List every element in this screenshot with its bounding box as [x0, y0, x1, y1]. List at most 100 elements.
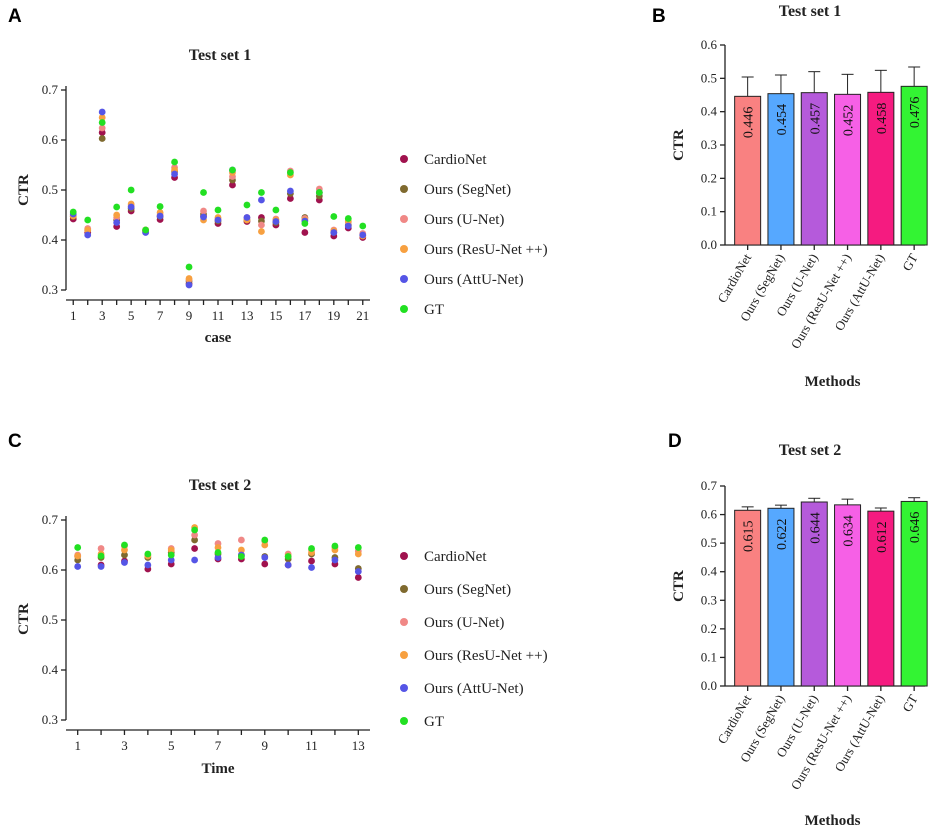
- chart-b-value-label-segnet: 0.454: [775, 104, 790, 135]
- legend-c-label-attunet: Ours (AttU-Net): [424, 681, 524, 697]
- chart-c-ytick-label: 0.7: [42, 512, 59, 527]
- chart-b-ytick-label: 0.1: [701, 204, 717, 219]
- chart-c-point-resunet: [261, 541, 269, 549]
- chart-b-ytick-label: 0.2: [701, 170, 717, 185]
- chart-a-point-gt: [171, 158, 178, 166]
- legend-c-marker-attunet: [400, 684, 408, 692]
- chart-c-point-segnet: [191, 536, 199, 544]
- chart-c-xtick-label: 13: [352, 738, 365, 753]
- chart-a-xlabel: case: [205, 330, 232, 346]
- chart-d-value-label-attunet: 0.612: [875, 521, 890, 553]
- chart-c-point-attunet: [214, 554, 222, 561]
- chart-d-ylabel: CTR: [671, 570, 687, 602]
- chart-c-point-unet: [237, 536, 245, 544]
- chart-c-point-attunet: [354, 568, 362, 575]
- chart-c-point-unet: [97, 545, 105, 552]
- chart-a-point-attunet: [185, 281, 193, 289]
- legend-c-label-unet: Ours (U-Net): [424, 615, 504, 631]
- chart-a-point-cardionet: [286, 195, 294, 202]
- chart-c-point-resunet: [214, 544, 222, 551]
- chart-a-xtick-label: 21: [356, 308, 369, 323]
- chart-c-point-attunet: [144, 561, 152, 569]
- chart-a-point-resunet: [113, 211, 121, 219]
- chart-d-ytick-label: 0.3: [701, 592, 717, 607]
- chart-a-point-attunet: [330, 229, 338, 236]
- chart-c-point-gt: [284, 553, 292, 560]
- chart-c-point-gt: [97, 552, 105, 560]
- chart-a-point-gt: [286, 169, 294, 176]
- chart-c-xtick-label: 11: [305, 738, 318, 753]
- chart-c-ylabel: CTR: [16, 603, 32, 635]
- chart-c-point-resunet: [354, 550, 362, 558]
- chart-b-xlabel: Methods: [805, 374, 861, 390]
- legend-c: CardioNet Ours (SegNet) Ours (U-Net) Our…: [400, 549, 548, 730]
- chart-b-bar-resunet: [834, 93, 862, 246]
- chart-a-point-cardionet: [229, 181, 236, 189]
- chart-a-point-gt: [185, 263, 193, 271]
- legend-a-label-cardionet: CardioNet: [424, 152, 487, 168]
- chart-a-point-segnet: [98, 135, 106, 142]
- chart-a-point-gt: [344, 215, 352, 222]
- chart-d-value-label-resunet: 0.634: [842, 515, 857, 547]
- chart-a-point-attunet: [286, 187, 294, 195]
- chart-a-point-attunet: [243, 214, 251, 221]
- legend-a-label-attunet: Ours (AttU-Net): [424, 272, 524, 288]
- chart-a-point-attunet: [359, 231, 367, 239]
- chart-a-xtick-label: 5: [128, 308, 135, 323]
- chart-a-point-unet: [258, 221, 265, 229]
- panel-letter-c: C: [8, 431, 22, 452]
- legend-c-marker-segnet: [400, 585, 408, 593]
- legend-a: CardioNet Ours (SegNet) Ours (U-Net) Our…: [400, 152, 548, 318]
- chart-d-title: Test set 2: [779, 442, 842, 459]
- chart-c-point-attunet: [261, 554, 269, 561]
- chart-a-point-unet: [98, 124, 106, 132]
- chart-d-value-label-cardionet: 0.615: [742, 521, 757, 553]
- chart-a-point-gt: [272, 206, 280, 214]
- chart-a-point-attunet: [200, 213, 207, 221]
- chart-a-point-unet: [200, 207, 207, 215]
- chart-c-point-gt: [354, 544, 362, 551]
- chart-b-value-label-attunet: 0.458: [875, 103, 890, 135]
- chart-d-category-label: Ours (ResU-Net ++): [788, 692, 855, 792]
- chart-b-ytick-label: 0.0: [701, 237, 717, 252]
- chart-a-point-gt: [243, 201, 251, 209]
- chart-b-ytick-label: 0.3: [701, 137, 717, 152]
- chart-c-ytick-label: 0.5: [42, 612, 58, 627]
- chart-b-value-label-gt: 0.476: [908, 97, 923, 129]
- chart-a-xtick-label: 3: [99, 308, 106, 323]
- chart-a-point-attunet: [272, 218, 280, 225]
- chart-a-point-attunet: [156, 212, 164, 220]
- legend-c-label-segnet: Ours (SegNet): [424, 582, 511, 598]
- chart-a-point-attunet: [171, 170, 178, 178]
- chart-c-ytick-label: 0.3: [42, 712, 58, 727]
- chart-a-point-attunet: [258, 196, 265, 204]
- legend-c-label-gt: GT: [424, 714, 444, 730]
- legend-a-marker-gt: [400, 305, 408, 313]
- legend-c-label-resunet: Ours (ResU-Net ++): [424, 648, 548, 664]
- chart-c-point-unet: [191, 531, 199, 539]
- chart-a-point-attunet: [113, 219, 121, 226]
- chart-d-bar-resunet: [834, 504, 862, 687]
- chart-a-ytick-label: 0.5: [42, 182, 58, 197]
- chart-b-ytick-label: 0.5: [701, 70, 717, 85]
- legend-a-label-unet: Ours (U-Net): [424, 212, 504, 228]
- chart-c-point-resunet: [74, 552, 82, 560]
- chart-b-ytick-label: 0.4: [701, 104, 718, 119]
- chart-c-point-cardionet: [261, 560, 269, 568]
- chart-c-ytick-label: 0.4: [42, 662, 59, 677]
- chart-c-point-attunet: [74, 563, 82, 570]
- chart-c-point-gt: [191, 526, 199, 534]
- chart-a-ytick-label: 0.3: [42, 282, 58, 297]
- chart-b-bar-segnet: [767, 93, 795, 246]
- chart-c-point-attunet: [97, 563, 105, 570]
- legend-a-marker-unet: [400, 215, 408, 223]
- chart-c-point-gt: [308, 545, 315, 552]
- chart-d-value-label-segnet: 0.622: [775, 519, 790, 551]
- chart-a-point-attunet: [344, 222, 352, 230]
- chart-c-point-gt: [74, 544, 82, 551]
- chart-d-bar-gt: [900, 500, 928, 687]
- chart-c-point-gt: [144, 550, 152, 558]
- chart-a-point-gt: [315, 189, 323, 196]
- legend-a-marker-attunet: [400, 275, 408, 283]
